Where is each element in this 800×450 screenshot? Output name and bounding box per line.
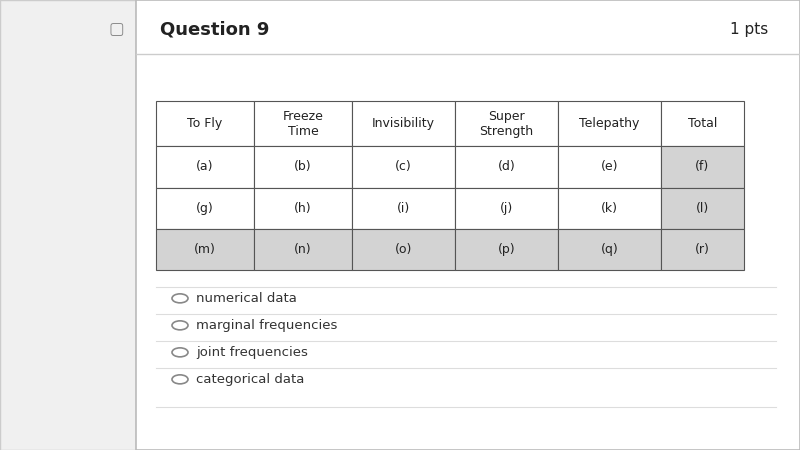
- Text: Freeze
Time: Freeze Time: [282, 110, 323, 138]
- Text: (d): (d): [498, 160, 515, 173]
- Text: represent: represent: [154, 77, 220, 91]
- Text: categorical data: categorical data: [196, 373, 304, 386]
- Text: (n): (n): [294, 243, 312, 256]
- Text: (h): (h): [294, 202, 312, 215]
- Text: (j): (j): [500, 202, 513, 215]
- Text: (k): (k): [601, 202, 618, 215]
- Text: Telepathy: Telepathy: [579, 117, 639, 130]
- Text: 1 pts: 1 pts: [730, 22, 768, 37]
- Text: (p): (p): [498, 243, 515, 256]
- Text: (b): (b): [294, 160, 312, 173]
- Text: (m): (m): [194, 243, 216, 256]
- Text: ▢: ▢: [108, 20, 124, 38]
- Text: (r): (r): [695, 243, 710, 256]
- Text: (e): (e): [601, 160, 618, 173]
- Text: (f): (f): [695, 160, 710, 173]
- Text: marginal frequencies: marginal frequencies: [196, 319, 338, 332]
- Text: To Fly: To Fly: [187, 117, 222, 130]
- Text: numerical data: numerical data: [196, 292, 297, 305]
- Text: (l): (l): [696, 202, 709, 215]
- Text: joint frequencies: joint frequencies: [196, 346, 308, 359]
- Text: (i): (i): [397, 202, 410, 215]
- FancyBboxPatch shape: [150, 73, 224, 95]
- Text: ________.: ________.: [209, 77, 285, 91]
- Text: (c): (c): [395, 160, 412, 173]
- Text: Total: Total: [688, 117, 717, 130]
- Text: (o): (o): [394, 243, 412, 256]
- Text: Question 9: Question 9: [160, 20, 270, 38]
- Text: (g): (g): [196, 202, 214, 215]
- Text: (a): (a): [196, 160, 214, 173]
- Text: Super
Strength: Super Strength: [479, 110, 534, 138]
- Text: Invisibility: Invisibility: [372, 117, 435, 130]
- Text: (q): (q): [600, 243, 618, 256]
